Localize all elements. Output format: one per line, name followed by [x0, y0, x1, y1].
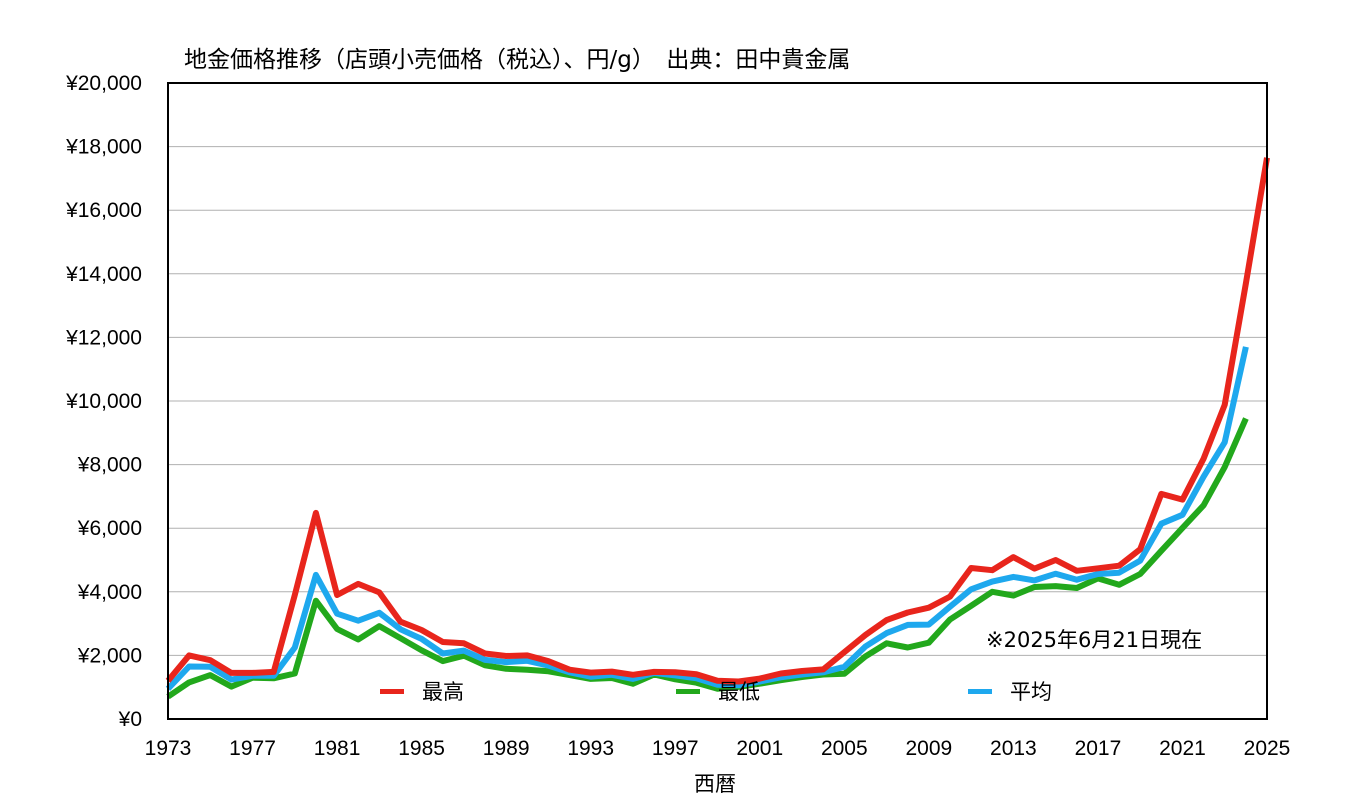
x-axis-ticks: 1973 1977 1981 1985 1989 1993 1997 2001 2005 2009… [145, 737, 1291, 760]
legend-swatch-min [676, 688, 700, 694]
y-tick-label: ¥4,000 [77, 581, 142, 604]
x-tick-label: 1993 [567, 737, 614, 760]
y-tick-label: ¥8,000 [77, 454, 142, 477]
y-tick-label: ¥6,000 [77, 517, 142, 540]
legend-label-max: 最高 [422, 680, 464, 704]
x-tick-label: 2005 [821, 737, 868, 760]
y-tick-label: ¥0 [118, 708, 142, 731]
y-tick-label: ¥18,000 [65, 136, 142, 159]
x-tick-label: 2001 [736, 737, 783, 760]
legend-item-min: 最低 [676, 676, 760, 706]
x-tick-label: 2025 [1244, 737, 1291, 760]
x-tick-label: 2013 [990, 737, 1037, 760]
x-tick-label: 1973 [145, 737, 192, 760]
y-tick-label: ¥14,000 [65, 263, 142, 286]
series-line-max [165, 157, 1270, 685]
legend-swatch-max [380, 688, 404, 694]
x-tick-label: 1997 [652, 737, 699, 760]
y-tick-label: ¥2,000 [77, 644, 142, 667]
gridlines [168, 146, 1267, 656]
legend-item-avg: 平均 [968, 676, 1052, 706]
series-line-min [166, 417, 1249, 700]
y-tick-label: ¥20,000 [65, 72, 142, 95]
x-tick-label: 1989 [483, 737, 530, 760]
y-tick-label: ¥10,000 [65, 390, 142, 413]
x-tick-label: 1977 [229, 737, 276, 760]
legend-label-min: 最低 [718, 680, 760, 704]
series-line-avg [165, 346, 1249, 691]
x-tick-label: 1985 [398, 737, 445, 760]
y-axis-ticks: ¥0 ¥2,000 ¥4,000 ¥6,000 ¥8,000 ¥10,000 ¥12,000… [65, 72, 142, 731]
x-tick-label: 2017 [1075, 737, 1122, 760]
x-tick-label: 2021 [1159, 737, 1206, 760]
legend-item-max: 最高 [380, 676, 464, 706]
series-layer [165, 157, 1270, 700]
y-tick-label: ¥12,000 [65, 326, 142, 349]
x-tick-label: 2009 [905, 737, 952, 760]
y-tick-label: ¥16,000 [65, 199, 142, 222]
legend-swatch-avg [968, 688, 992, 694]
x-tick-label: 1981 [314, 737, 361, 760]
x-axis-label: 西暦 [694, 772, 736, 796]
chart-title: 地金価格推移（店頭小売価格（税込）、円/g） 出典：田中貴金属 [184, 47, 851, 73]
legend-label-avg: 平均 [1010, 680, 1052, 704]
chart-note: ※2025年6月21日現在 [986, 628, 1203, 652]
plot-frame [167, 82, 1268, 720]
